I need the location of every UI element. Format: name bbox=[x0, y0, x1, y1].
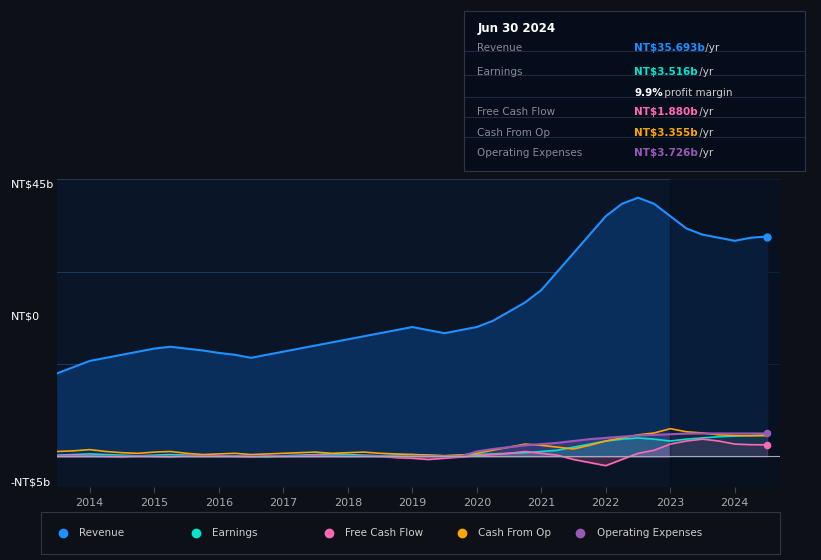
Text: Earnings: Earnings bbox=[478, 67, 523, 77]
Text: Free Cash Flow: Free Cash Flow bbox=[346, 529, 424, 538]
Point bbox=[760, 429, 773, 438]
Text: NT$3.355b: NT$3.355b bbox=[635, 128, 698, 138]
Point bbox=[760, 440, 773, 449]
Text: Jun 30 2024: Jun 30 2024 bbox=[478, 22, 556, 35]
Text: /yr: /yr bbox=[695, 67, 713, 77]
Text: Operating Expenses: Operating Expenses bbox=[597, 529, 702, 538]
Text: Cash From Op: Cash From Op bbox=[479, 529, 552, 538]
Text: Free Cash Flow: Free Cash Flow bbox=[478, 107, 556, 117]
Text: NT$35.693b: NT$35.693b bbox=[635, 43, 705, 53]
Text: -NT$5b: -NT$5b bbox=[11, 477, 51, 487]
Text: NT$3.726b: NT$3.726b bbox=[635, 148, 698, 158]
Text: /yr: /yr bbox=[702, 43, 720, 53]
Text: Operating Expenses: Operating Expenses bbox=[478, 148, 583, 158]
Text: /yr: /yr bbox=[695, 107, 713, 117]
Bar bbox=[670, 179, 812, 487]
Text: 9.9%: 9.9% bbox=[635, 88, 663, 98]
Text: Cash From Op: Cash From Op bbox=[478, 128, 551, 138]
Point bbox=[760, 232, 773, 241]
Text: /yr: /yr bbox=[695, 148, 713, 158]
Text: Revenue: Revenue bbox=[80, 529, 125, 538]
Text: Earnings: Earnings bbox=[213, 529, 258, 538]
Text: NT$1.880b: NT$1.880b bbox=[635, 107, 698, 117]
Text: Revenue: Revenue bbox=[478, 43, 523, 53]
Text: /yr: /yr bbox=[695, 128, 713, 138]
Text: profit margin: profit margin bbox=[662, 88, 733, 98]
Text: NT$3.516b: NT$3.516b bbox=[635, 67, 698, 77]
Text: NT$0: NT$0 bbox=[11, 311, 39, 321]
Text: NT$45b: NT$45b bbox=[11, 179, 53, 189]
